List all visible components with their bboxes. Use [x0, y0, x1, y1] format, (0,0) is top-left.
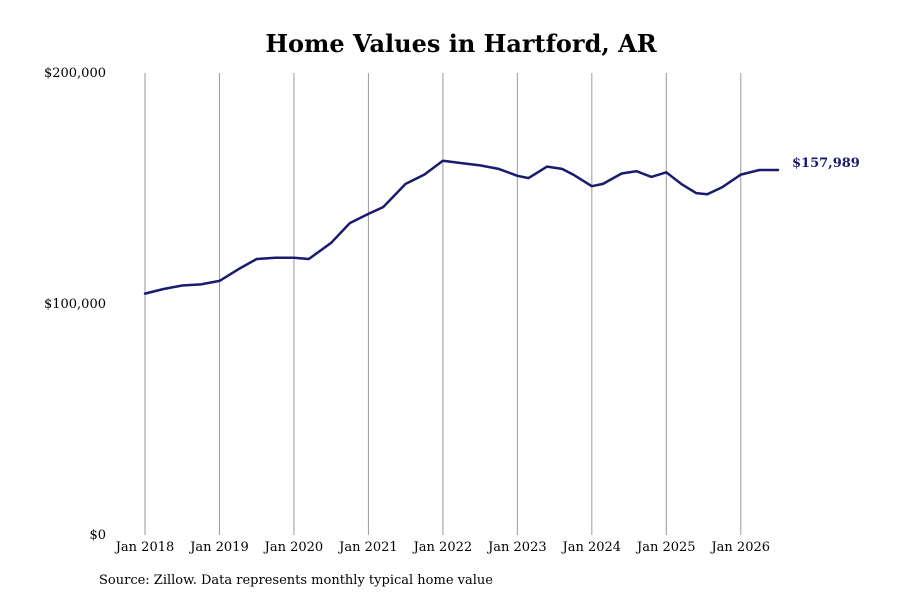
- series-layer: [143, 159, 780, 295]
- grid-layer: [144, 73, 742, 535]
- x-tick-label: Jan 2021: [337, 540, 398, 555]
- end-value-label: $157,989: [792, 156, 860, 171]
- x-tick-label: Jan 2024: [561, 540, 622, 555]
- x-axis: Jan 2018 Jan 2019 Jan 2020 Jan 2021 Jan 2022…: [114, 540, 770, 555]
- x-tick-label: Jan 2022: [412, 540, 473, 555]
- x-tick-label: Jan 2026: [709, 540, 770, 555]
- y-axis: $0 $100,000 $200,000: [44, 66, 106, 543]
- y-tick-label: $200,000: [44, 66, 106, 81]
- y-tick-label: $100,000: [44, 297, 106, 312]
- x-tick-label: Jan 2018: [114, 540, 175, 555]
- series-line: [143, 159, 780, 295]
- y-tick-label: $0: [89, 528, 106, 543]
- x-tick-label: Jan 2023: [486, 540, 547, 555]
- chart-title: Home Values in Hartford, AR: [265, 29, 657, 58]
- source-note: Source: Zillow. Data represents monthly …: [99, 573, 493, 588]
- x-tick-label: Jan 2025: [635, 540, 696, 555]
- x-tick-label: Jan 2019: [188, 540, 249, 555]
- x-tick-label: Jan 2020: [263, 540, 324, 555]
